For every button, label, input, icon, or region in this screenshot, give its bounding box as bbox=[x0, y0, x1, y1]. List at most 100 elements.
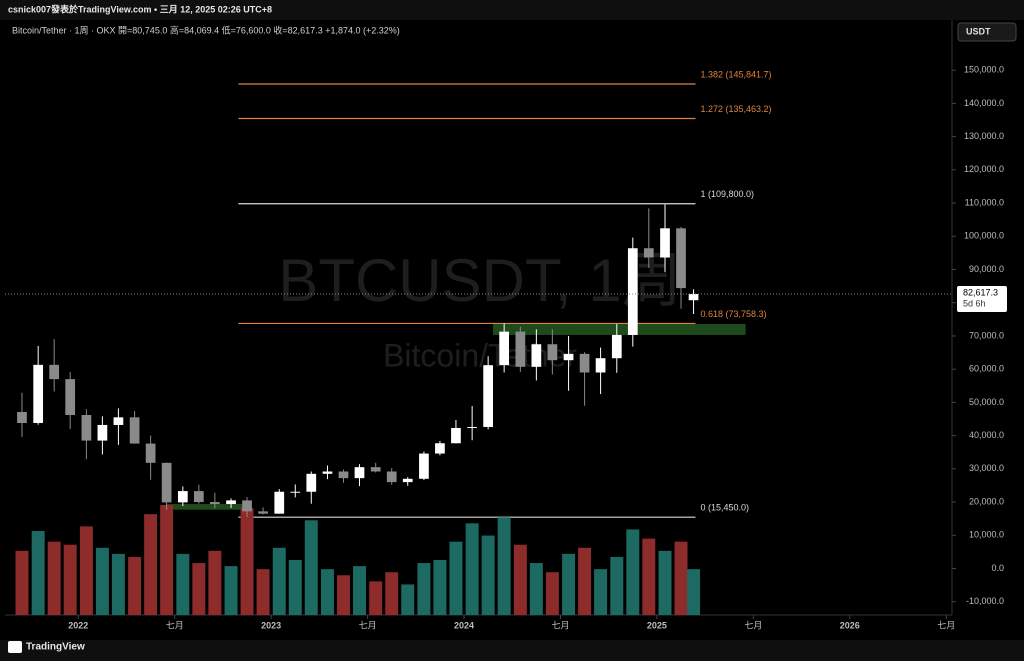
candle-body bbox=[531, 344, 542, 367]
x-tick-label: 七月 bbox=[359, 620, 377, 630]
candle-body bbox=[402, 478, 413, 483]
y-tick-label: 120,000.0 bbox=[964, 164, 1004, 174]
volume-bar bbox=[321, 569, 334, 615]
currency-button-label[interactable]: USDT bbox=[966, 26, 991, 36]
symbol-line: Bitcoin/Tether · 1周 · OKX 開=80,745.0 高=8… bbox=[12, 24, 400, 35]
volume-bar bbox=[353, 566, 366, 615]
candle-body bbox=[161, 462, 172, 503]
volume-bar bbox=[674, 541, 688, 615]
candle-body bbox=[306, 473, 317, 492]
y-tick-label: 40,000.0 bbox=[969, 430, 1004, 440]
candle-body bbox=[113, 417, 124, 425]
last-price-label: 82,617.3 bbox=[963, 287, 998, 297]
volume-bar bbox=[642, 538, 656, 615]
candle-body bbox=[209, 502, 220, 505]
volume-bar bbox=[272, 547, 286, 615]
zone bbox=[167, 504, 247, 510]
x-tick-label: 2025 bbox=[647, 620, 667, 630]
volume-bar bbox=[545, 572, 559, 615]
volume-bar bbox=[176, 553, 190, 615]
y-tick-label: 10,000.0 bbox=[969, 530, 1004, 540]
volume-bar bbox=[128, 556, 142, 615]
y-tick-label: 130,000.0 bbox=[964, 131, 1004, 141]
caption: csnick007發表於TradingView.com • 三月 12, 202… bbox=[8, 3, 272, 14]
volume-bar bbox=[687, 569, 701, 615]
volume-bar bbox=[497, 517, 511, 615]
candle-body bbox=[17, 412, 27, 423]
y-tick-label: 60,000.0 bbox=[969, 364, 1004, 374]
candle-body bbox=[274, 491, 285, 514]
y-tick-label: 50,000.0 bbox=[969, 397, 1004, 407]
countdown: 5d 6h bbox=[963, 298, 986, 308]
currency-button[interactable] bbox=[957, 22, 1017, 42]
volume-bar bbox=[529, 563, 543, 615]
volume-bar bbox=[192, 563, 206, 615]
candle-body bbox=[290, 491, 301, 493]
y-tick-label: 150,000.0 bbox=[964, 65, 1004, 75]
volume-bar bbox=[658, 550, 672, 615]
candle-body bbox=[177, 491, 188, 503]
candle-body bbox=[242, 500, 252, 512]
y-tick-label: 100,000.0 bbox=[964, 231, 1004, 241]
fib-label: 1.382 (145,841.7) bbox=[700, 69, 771, 79]
fib-label: 1 (109,800.0) bbox=[700, 189, 754, 199]
x-tick-label: 七月 bbox=[551, 620, 569, 630]
candle-body bbox=[547, 344, 558, 361]
candle-body bbox=[688, 294, 699, 301]
candle-body bbox=[65, 379, 76, 416]
candle-body bbox=[49, 364, 60, 380]
candle-body bbox=[81, 415, 92, 441]
candle-body bbox=[643, 248, 654, 258]
volume-bar bbox=[224, 566, 238, 615]
fib-label: 0.618 (73,758.3) bbox=[700, 309, 766, 319]
y-tick-label: 140,000.0 bbox=[964, 98, 1004, 108]
volume-bar bbox=[63, 544, 77, 615]
volume-bar bbox=[626, 529, 640, 615]
y-tick-label: 70,000.0 bbox=[969, 330, 1004, 340]
volume-bar bbox=[417, 563, 431, 615]
volume-bar bbox=[31, 530, 45, 615]
volume-bar bbox=[15, 550, 29, 615]
volume-bar bbox=[240, 508, 254, 615]
volume-bar bbox=[208, 550, 222, 615]
volume-bar bbox=[513, 544, 527, 615]
candle-body bbox=[33, 364, 44, 423]
fib-label: 1.272 (135,463.2) bbox=[700, 104, 771, 114]
volume-bar bbox=[95, 547, 109, 615]
zone bbox=[492, 323, 746, 335]
candle-body bbox=[129, 417, 140, 444]
candle-body bbox=[451, 427, 461, 444]
candle-body bbox=[193, 491, 204, 503]
x-tick-label: 2024 bbox=[454, 620, 474, 630]
volume-bar bbox=[433, 560, 447, 615]
volume-bar bbox=[79, 526, 93, 615]
volume-bar bbox=[578, 547, 592, 615]
candle-body bbox=[354, 467, 365, 479]
volume-bar bbox=[111, 553, 125, 615]
candle-body bbox=[370, 467, 381, 472]
candle-body bbox=[483, 365, 494, 427]
last-price-box bbox=[957, 286, 1007, 313]
logo bbox=[8, 641, 22, 653]
candle-body bbox=[435, 443, 445, 454]
volume-bar bbox=[465, 523, 479, 615]
y-tick-label: 90,000.0 bbox=[969, 264, 1004, 274]
volume-bar bbox=[385, 572, 399, 615]
footer-brand: TradingView bbox=[26, 642, 85, 653]
x-tick-label: 2026 bbox=[840, 620, 860, 630]
y-tick-label: -10,000.0 bbox=[966, 596, 1004, 606]
volume-bar bbox=[562, 553, 576, 615]
candle-body bbox=[419, 453, 429, 479]
volume-bar bbox=[481, 535, 495, 615]
candle-body bbox=[563, 353, 574, 361]
candle-body bbox=[226, 500, 236, 505]
candle-body bbox=[145, 443, 156, 463]
y-tick-label: 30,000.0 bbox=[969, 463, 1004, 473]
y-tick-label: 110,000.0 bbox=[965, 197, 1004, 207]
volume-bar bbox=[144, 514, 158, 615]
volume-bar bbox=[401, 584, 415, 615]
volume-bar bbox=[449, 541, 463, 615]
volume-bar bbox=[369, 581, 383, 615]
candle-body bbox=[386, 471, 397, 483]
